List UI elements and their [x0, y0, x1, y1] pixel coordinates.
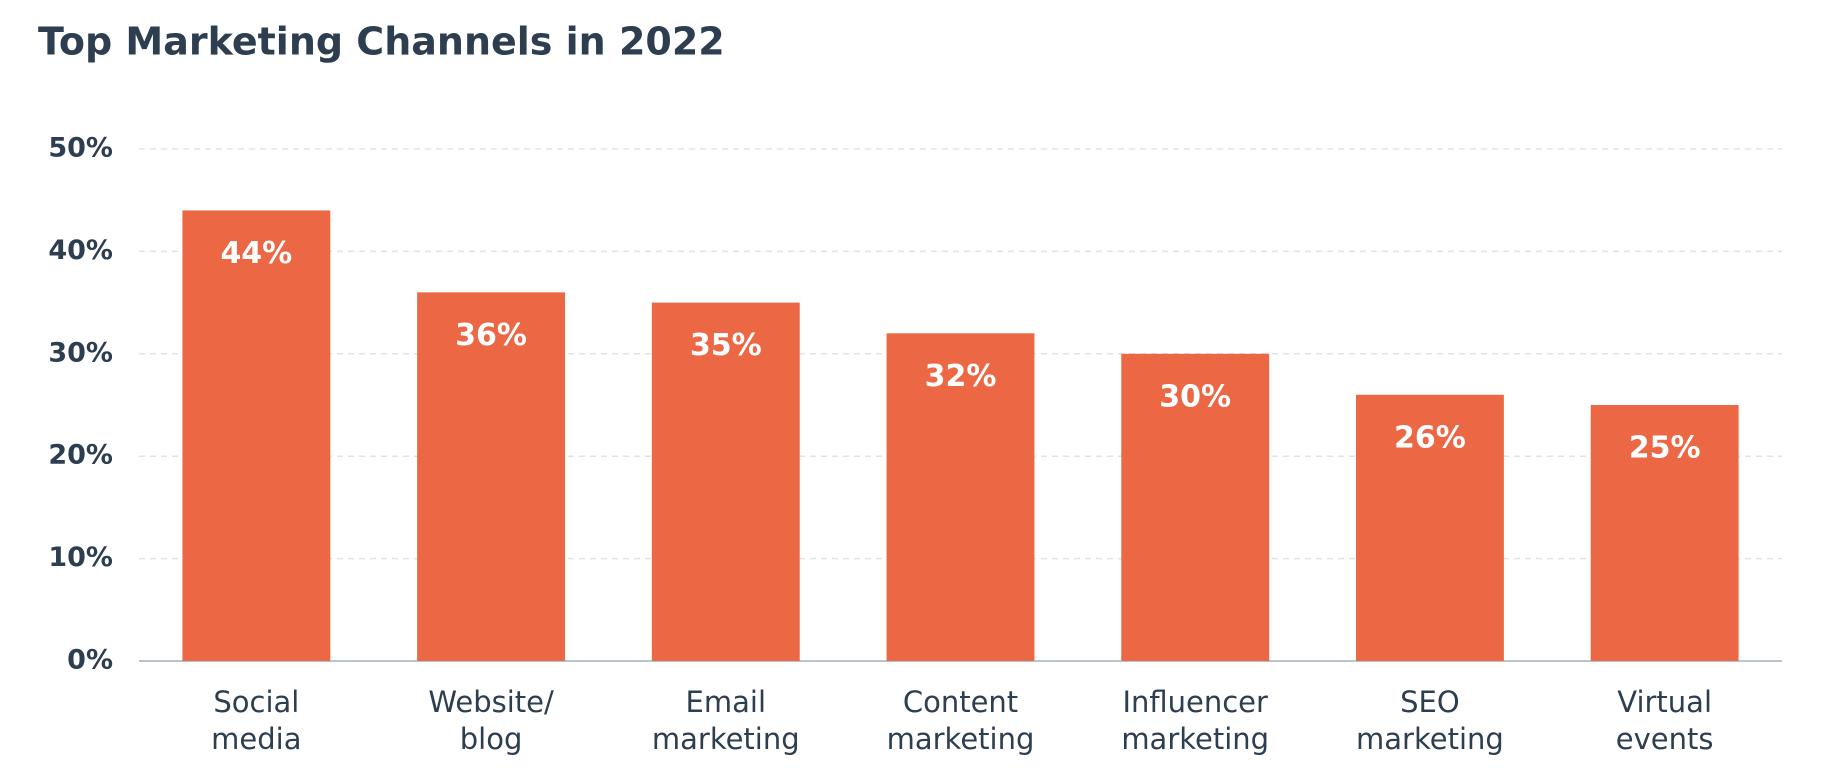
- bar: [182, 210, 331, 661]
- bar: [1121, 353, 1270, 661]
- x-tick-label: SEO marketing: [1356, 685, 1504, 756]
- value-label: 44%: [220, 236, 292, 271]
- value-label: 36%: [455, 318, 527, 353]
- x-tick-label: Email marketing: [651, 685, 800, 756]
- x-tick-label: Social media: [211, 685, 302, 756]
- x-tick-label: Influencer marketing: [1121, 685, 1270, 756]
- chart-title: Top Marketing Channels in 2022: [38, 20, 725, 64]
- x-tick-label: Website/ blog: [428, 685, 554, 756]
- value-label: 26%: [1394, 420, 1466, 455]
- y-tick-label: 50%: [48, 133, 113, 164]
- value-label: 35%: [690, 328, 762, 363]
- bar: [417, 292, 566, 661]
- y-tick-label: 0%: [67, 645, 113, 676]
- value-label: 32%: [925, 359, 997, 394]
- value-label: 25%: [1629, 431, 1701, 466]
- y-tick-label: 30%: [48, 337, 113, 368]
- bar: [886, 333, 1035, 661]
- bar: [1590, 405, 1739, 661]
- bar: [1355, 394, 1504, 661]
- x-tick-label: Content marketing: [886, 685, 1035, 756]
- y-tick-label: 40%: [48, 235, 113, 266]
- y-tick-label: 20%: [48, 440, 113, 471]
- value-label: 30%: [1159, 379, 1231, 414]
- y-tick-label: 10%: [48, 542, 113, 573]
- bar: [651, 302, 800, 661]
- x-tick-label: Virtual events: [1615, 685, 1714, 756]
